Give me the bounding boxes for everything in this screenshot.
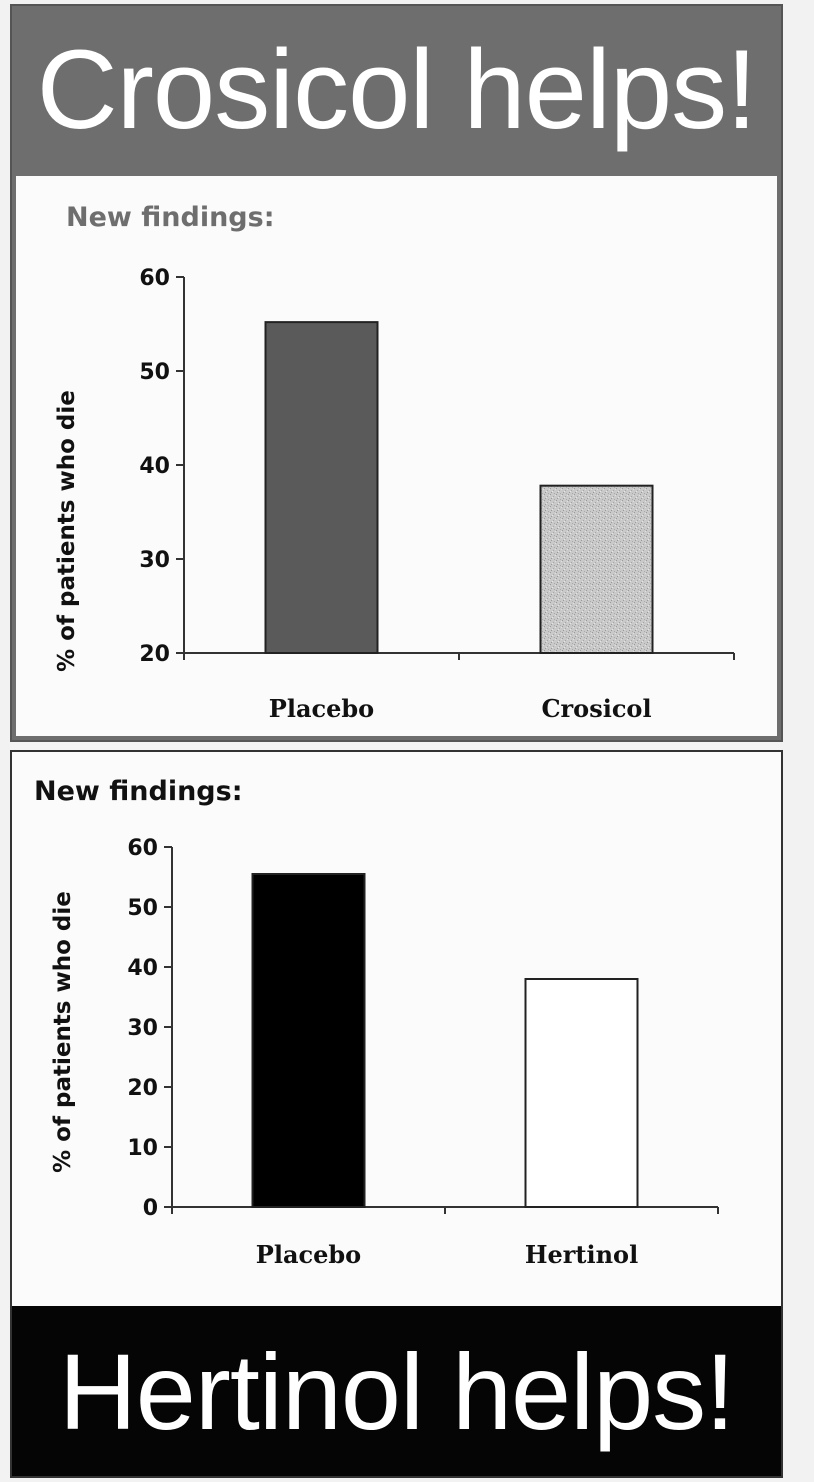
bar-placebo [251,873,366,1208]
y-tick-label: 60 [139,266,170,291]
y-tick-label: 40 [127,956,158,981]
hertinol-bar-chart: New findings: % of patients who die 0 10 2… [34,776,719,1269]
crosicol-bar-chart: New findings: % of patients who die 20 30… [54,202,735,723]
crosicol-banner: Crosicol helps! [36,26,758,152]
chart-title: New findings: [34,776,243,807]
y-tick-label: 20 [127,1076,158,1101]
y-tick-label: 10 [127,1136,158,1161]
y-tick-label: 50 [139,360,170,385]
crosicol-panel: Crosicol helps! New findings: % of patie… [10,4,783,742]
x-category-label: Hertinol [525,1240,638,1269]
y-tick-label: 30 [127,1016,158,1041]
hertinol-panel: New findings: % of patients who die 0 10 2… [10,750,783,1478]
crosicol-chart-area: New findings: % of patients who die 20 30… [16,176,777,736]
hertinol-banner: Hertinol helps! [12,1306,781,1476]
y-axis-label: % of patients who die [50,891,76,1173]
y-tick-label: 60 [127,836,158,861]
bar-placebo [264,321,379,654]
x-category-label: Placebo [269,694,374,723]
y-tick-label: 40 [139,454,170,479]
bar-hertinol [524,978,639,1208]
y-tick-label: 50 [127,896,158,921]
y-tick-label: 20 [139,642,170,667]
y-tick-label: 30 [139,548,170,573]
x-category-label: Placebo [256,1240,361,1269]
chart-title: New findings: [66,202,275,233]
x-category-label: Crosicol [541,694,651,723]
bar-crosicol [539,484,654,654]
y-tick-label: 0 [143,1196,158,1221]
y-axis-label: % of patients who die [54,390,80,672]
